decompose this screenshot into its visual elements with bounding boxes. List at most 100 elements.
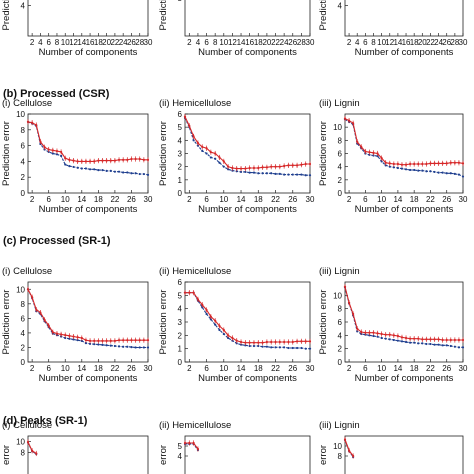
data-point — [429, 338, 432, 341]
x-tick-label: 26 — [442, 364, 451, 373]
x-tick-label: 6 — [204, 38, 209, 47]
series-line-blue — [344, 287, 463, 348]
data-point — [205, 152, 208, 155]
x-tick-label: 26 — [288, 195, 297, 204]
data-point — [201, 306, 204, 309]
data-point — [404, 168, 408, 171]
x-axis-label: Number of components — [39, 204, 138, 215]
data-point — [461, 338, 465, 342]
data-point — [304, 162, 307, 166]
data-point — [146, 158, 150, 161]
data-point — [368, 153, 371, 156]
data-point — [43, 146, 46, 149]
data-point — [453, 172, 456, 176]
data-point — [222, 332, 225, 336]
data-point — [117, 158, 121, 161]
x-tick-label: 18 — [94, 364, 103, 373]
series-line-red — [185, 442, 199, 450]
data-point — [291, 164, 294, 167]
data-point — [146, 173, 150, 176]
data-point — [209, 318, 212, 321]
series-line-blue — [27, 289, 148, 349]
data-point — [356, 327, 359, 330]
panel-title: (i) Cellulose — [2, 420, 52, 431]
data-point — [433, 170, 436, 174]
data-point — [64, 157, 67, 160]
data-point — [388, 338, 391, 341]
data-point — [93, 343, 96, 346]
x-tick-label: 12 — [69, 38, 78, 47]
data-point — [261, 341, 264, 344]
y-tick-label: 10 — [333, 123, 342, 132]
x-tick-label: 30 — [459, 38, 468, 47]
data-point — [300, 346, 303, 350]
x-tick-label: 30 — [306, 364, 315, 373]
data-point — [31, 121, 34, 124]
y-tick-label: 1 — [178, 176, 183, 185]
data-point — [76, 339, 79, 342]
data-point — [360, 145, 363, 149]
x-tick-label: 20 — [418, 38, 427, 47]
data-point — [196, 447, 200, 451]
data-point — [244, 170, 247, 174]
y-tick-label: 5 — [178, 123, 183, 132]
y-axis-label: Prediction error — [158, 0, 169, 30]
data-point — [214, 152, 217, 155]
x-tick-label: 2 — [30, 38, 35, 47]
data-point — [88, 168, 92, 171]
panel-title: (iii) Lignin — [319, 420, 360, 431]
data-point — [183, 291, 187, 294]
data-point — [64, 333, 67, 337]
data-point — [35, 308, 38, 311]
y-tick-label: 8 — [21, 448, 26, 457]
data-point — [265, 340, 268, 344]
data-point — [287, 164, 290, 167]
data-point — [183, 115, 187, 118]
data-point — [308, 174, 312, 177]
data-point — [138, 172, 141, 176]
y-axis-label: error — [318, 445, 329, 465]
data-point — [31, 449, 34, 452]
x-tick-label: 28 — [450, 38, 459, 47]
x-tick-label: 2 — [187, 195, 192, 204]
series-line-red — [344, 118, 464, 166]
x-tick-label: 6 — [363, 364, 368, 373]
x-tick-label: 6 — [363, 195, 368, 204]
y-tick-label: 6 — [178, 110, 183, 119]
data-point — [130, 345, 133, 349]
data-point — [97, 168, 100, 172]
y-axis-label: Prediction error — [158, 121, 169, 186]
data-point — [192, 139, 195, 142]
x-tick-label: 18 — [410, 38, 419, 47]
data-point — [347, 301, 351, 304]
data-point — [445, 162, 448, 165]
data-point — [429, 170, 432, 173]
plot-frame — [184, 0, 311, 37]
y-tick-label: 2 — [178, 331, 183, 340]
data-point — [265, 345, 268, 348]
y-tick-label: 3 — [178, 318, 183, 327]
data-point — [461, 162, 465, 165]
data-point — [257, 172, 260, 175]
data-point — [88, 339, 92, 343]
data-point — [192, 135, 195, 138]
data-point — [376, 332, 379, 335]
data-point — [384, 333, 387, 336]
data-point — [244, 344, 247, 347]
data-point — [283, 173, 286, 176]
data-point — [376, 335, 379, 338]
y-tick-label: 4 — [178, 452, 183, 461]
data-point — [421, 338, 424, 341]
y-axis-label: Prediction error — [318, 121, 329, 186]
data-point — [368, 334, 371, 337]
x-tick-label: 10 — [61, 38, 70, 47]
panel-title: (ii) Hemicellulose — [159, 266, 231, 277]
data-point — [188, 291, 191, 294]
data-point — [39, 311, 42, 314]
data-point — [55, 150, 59, 153]
x-tick-label: 2 — [187, 364, 192, 373]
data-point — [101, 168, 104, 172]
data-point — [84, 160, 88, 163]
data-point — [192, 291, 195, 294]
y-tick-label: 0 — [338, 358, 343, 367]
